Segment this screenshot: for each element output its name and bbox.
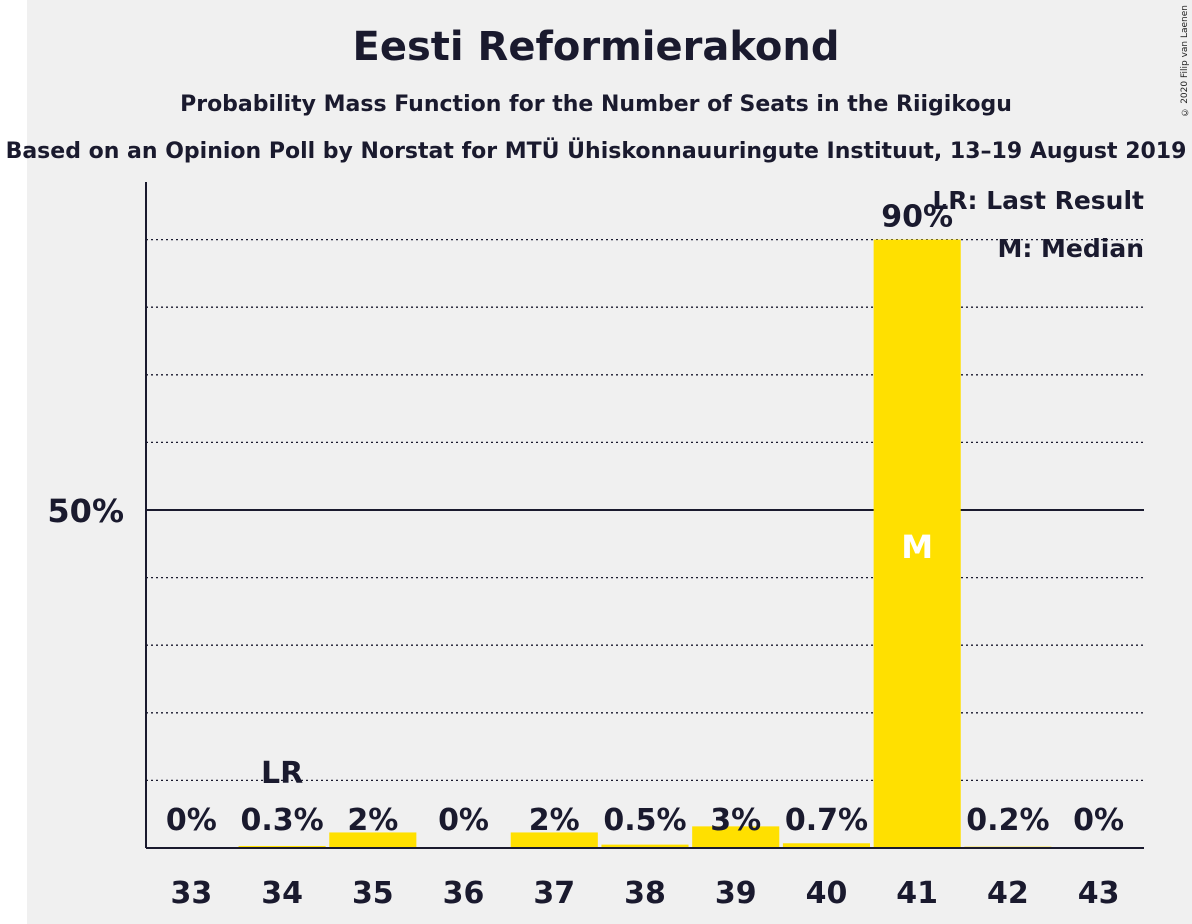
median-marker: M (901, 528, 933, 566)
data-label: 0.2% (966, 803, 1049, 838)
x-tick-label: 35 (352, 876, 394, 911)
data-label: 2% (529, 803, 580, 838)
x-tick-label: 40 (806, 876, 848, 911)
x-tick-label: 42 (987, 876, 1029, 911)
data-label: 0.5% (603, 803, 686, 838)
data-label: 0.3% (240, 803, 323, 838)
last-result-marker: LR (261, 756, 303, 791)
data-label: 0% (438, 803, 489, 838)
chart-caption: Based on an Opinion Poll by Norstat for … (5, 139, 1187, 164)
y-tick-label: 50% (47, 492, 124, 530)
chart-background (27, 0, 1192, 924)
chart-subtitle: Probability Mass Function for the Number… (180, 92, 1012, 117)
x-tick-label: 36 (443, 876, 485, 911)
bar (510, 832, 598, 848)
x-tick-label: 38 (624, 876, 666, 911)
chart-title: Eesti Reformierakond (352, 24, 840, 70)
bar (873, 239, 961, 849)
bar (238, 845, 326, 848)
data-label: 0.7% (785, 803, 868, 838)
x-tick-label: 37 (533, 876, 575, 911)
x-tick-label: 43 (1078, 876, 1120, 911)
bar (329, 832, 417, 848)
bar (692, 826, 780, 848)
data-label: 3% (710, 803, 761, 838)
x-tick-label: 39 (715, 876, 757, 911)
x-tick-label: 34 (261, 876, 303, 911)
bar (782, 843, 871, 848)
data-label: 0% (166, 803, 217, 838)
x-tick-label: 41 (896, 876, 938, 911)
legend-item: LR: Last Result (932, 186, 1144, 215)
legend-item: M: Median (997, 234, 1144, 263)
bar (601, 844, 689, 848)
data-label: 90% (881, 200, 953, 235)
x-tick-label: 33 (170, 876, 212, 911)
data-label: 2% (347, 803, 398, 838)
data-label: 0% (1073, 803, 1124, 838)
